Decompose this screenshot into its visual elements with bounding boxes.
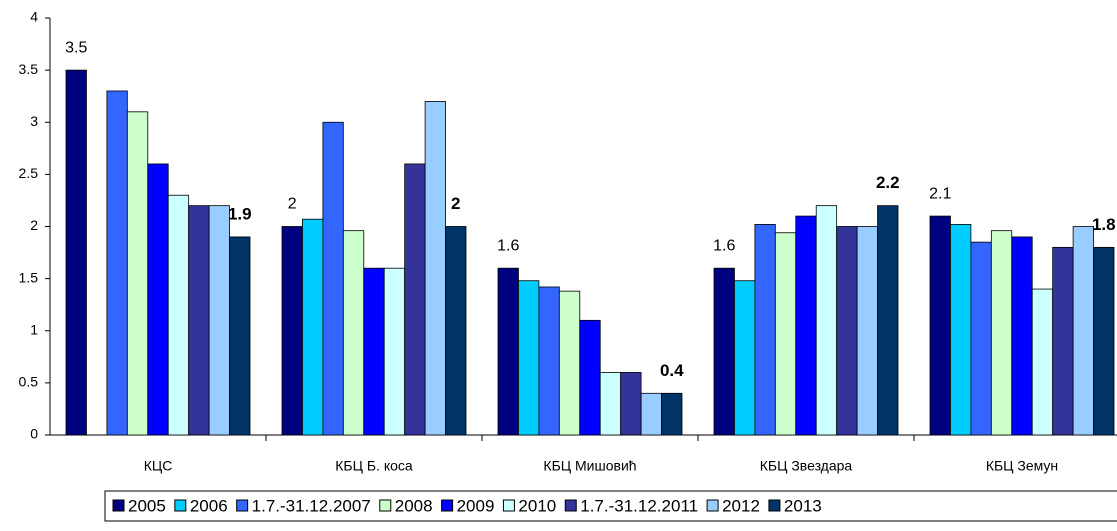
bar: [404, 163, 426, 436]
data-label: 2: [451, 194, 460, 213]
legend: 2005 2006 1.7.-31.12.2007 2008 2009 2010 1.7.-…: [104, 490, 1117, 522]
bar: [599, 372, 622, 436]
legend-swatch: [564, 499, 577, 512]
y-tick-label: 2: [30, 217, 38, 233]
bar: [970, 241, 992, 436]
y-tick-label: 2.5: [19, 165, 39, 181]
bar: [990, 230, 1013, 436]
legend-label: 1.7.-31.12.2011: [580, 496, 698, 515]
bar: [856, 226, 878, 436]
data-label: 2.1: [929, 185, 951, 202]
bar: [579, 319, 601, 436]
bar: [302, 218, 324, 436]
bar: [774, 232, 797, 436]
bar: [1072, 226, 1094, 436]
bar: [188, 205, 210, 436]
bar: [640, 392, 662, 436]
legend-label: 2013: [784, 496, 822, 515]
bar: [815, 205, 838, 436]
data-label: 1.6: [497, 237, 519, 254]
y-tick-label: 3: [30, 113, 38, 129]
y-tick-label: 1.5: [19, 269, 39, 285]
bar: [229, 236, 251, 436]
bar: [929, 215, 951, 436]
x-tick-label: КБЦ Б. коса: [335, 458, 413, 474]
y-tick-label: 4: [30, 9, 38, 25]
x-tick-label: КБЦ Мишовић: [543, 458, 636, 474]
legend-box: [104, 490, 1117, 522]
bar: [518, 280, 540, 436]
x-tick-label: КБЦ Земун: [986, 458, 1058, 474]
legend-label: 2006: [190, 496, 228, 515]
bar: [1011, 236, 1033, 436]
bar: [1052, 246, 1074, 436]
legend-label: 2012: [722, 496, 760, 515]
bar: [208, 205, 230, 436]
legend-swatch: [379, 499, 392, 512]
legend-swatch: [768, 499, 781, 512]
y-tick-label: 3.5: [19, 61, 39, 77]
legend-swatch: [112, 499, 125, 512]
bar: [538, 286, 560, 436]
legend-label: 2010: [518, 496, 556, 515]
legend-swatch: [502, 499, 515, 512]
bar: [734, 280, 756, 436]
bar: [342, 230, 365, 436]
bar: [558, 290, 581, 436]
legend-label: 2009: [457, 496, 495, 515]
legend-swatch: [236, 499, 249, 512]
bar: [106, 90, 128, 436]
bar: [1031, 288, 1054, 436]
bar: [147, 163, 169, 436]
bar: [713, 267, 735, 436]
bar: [65, 69, 87, 436]
data-label: 2.2: [876, 173, 900, 192]
bar: [950, 224, 972, 436]
bar: [322, 121, 344, 436]
data-label: 2: [288, 196, 297, 213]
data-label: 0.4: [660, 361, 684, 380]
bar: [281, 226, 303, 436]
y-tick-label: 1: [30, 321, 38, 337]
bar: [363, 267, 385, 436]
bar: [497, 267, 519, 436]
legend-swatch: [706, 499, 719, 512]
legend-label: 1.7.-31.12.2007: [252, 496, 371, 515]
data-label: 1.6: [713, 237, 735, 254]
y-tick-label: 0.5: [19, 374, 39, 390]
legend-swatch: [174, 499, 187, 512]
bar: [836, 226, 858, 436]
bar: [661, 392, 683, 436]
bar: [620, 372, 642, 436]
y-tick-label: 0: [30, 426, 38, 442]
bar: [167, 194, 190, 436]
legend-label: 2005: [128, 496, 166, 515]
x-tick-label: КЦС: [144, 458, 173, 474]
data-label: 3.5: [65, 39, 87, 56]
bar: [795, 215, 817, 436]
data-label: 1.8: [1092, 215, 1116, 234]
bar: [445, 226, 467, 436]
legend-swatch: [441, 499, 454, 512]
bar: [1093, 246, 1115, 436]
bar: [383, 267, 406, 436]
bar: [877, 205, 899, 436]
bar: [754, 224, 776, 436]
bar: [126, 111, 149, 436]
legend-label: 2008: [395, 496, 433, 515]
bar: [424, 101, 446, 436]
data-label: 1.9: [228, 204, 252, 223]
x-tick-label: КБЦ Звездара: [760, 458, 853, 474]
